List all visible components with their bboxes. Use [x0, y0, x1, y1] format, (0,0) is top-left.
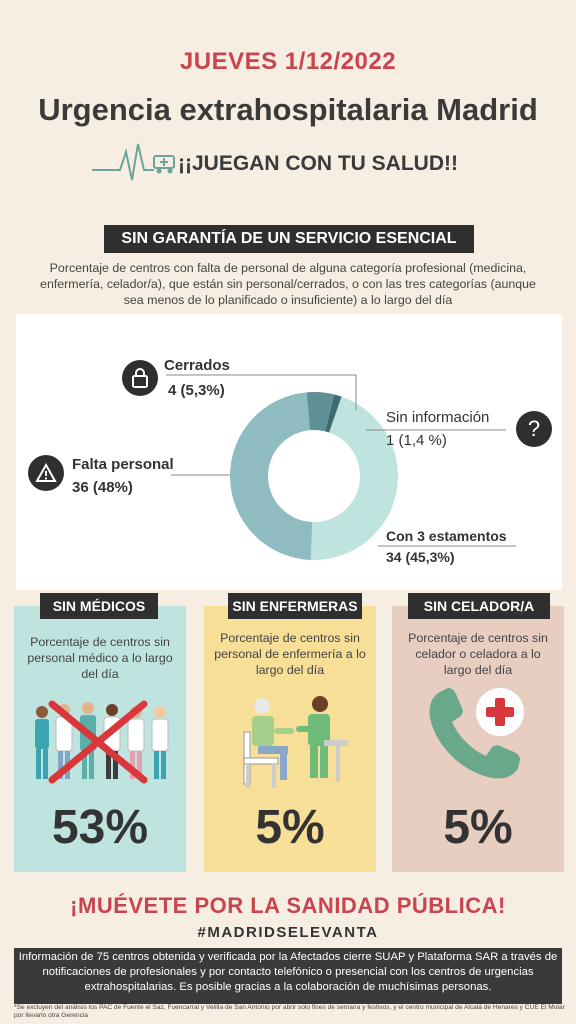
phone-medical-icon [429, 688, 524, 779]
hashtag: #MADRIDSELEVANTA [197, 924, 379, 941]
donut-chart [166, 374, 516, 560]
heartbeat-ambulance-icon [92, 143, 175, 181]
card-sin-enfermeras: Porcentaje de centros sin personal de en… [204, 606, 376, 872]
card-title-sin-celador: SIN CELADOR/A [408, 593, 550, 619]
donut-slice-cerrados [306, 392, 335, 432]
label-con-3-estamentos: Con 3 estamentos [386, 528, 507, 544]
question-icon: ? [516, 411, 552, 447]
leader-line-cerrados [166, 374, 357, 410]
card-description: Porcentaje de centros sin personal de en… [214, 631, 366, 677]
donut-slice-con-3-estamentos [310, 396, 398, 560]
value-cerrados: 4 (5,3%) [168, 382, 225, 399]
crossed-doctors-illustration [35, 700, 169, 784]
card-percent: 53% [51, 801, 149, 854]
section-description: Porcentaje de centros con falta de perso… [40, 261, 536, 307]
card-description: Porcentaje de centros sin personal médic… [27, 635, 173, 681]
card-sin-celador: Porcentaje de centros sin celador o cela… [392, 606, 564, 872]
nurse-patient-illustration [243, 696, 348, 788]
label-falta-personal: Falta personal [72, 456, 174, 473]
section-title: SIN GARANTÍA DE UN SERVICIO ESENCIAL [104, 225, 474, 253]
value-sin-informacion: 1 (1,4 %) [386, 432, 447, 449]
card-title-sin-medicos: SIN MÉDICOS [40, 593, 158, 619]
value-con-3-estamentos: 34 (45,3%) [386, 549, 455, 565]
value-falta-personal: 36 (48%) [72, 479, 133, 496]
chart-card: Cerrados 4 (5,3%) Falta personal 36 (48%… [16, 314, 562, 590]
date-heading: JUEVES 1/12/2022 [179, 48, 397, 75]
source-note: Información de 75 centros obtenida y ver… [14, 948, 562, 1004]
page-title: Urgencia extrahospitalaria Madrid [38, 92, 538, 127]
donut-slice-falta-personal [230, 392, 313, 560]
slogan: ¡¡JUEGAN CON TU SALUD!! [178, 152, 458, 175]
footnote: *Se excluyen del análisis los PAC de Fue… [14, 1004, 565, 1019]
card-sin-medicos: Porcentaje de centros sin personal médic… [14, 606, 186, 872]
warning-icon [28, 455, 64, 491]
label-cerrados: Cerrados [164, 357, 230, 374]
donut-slice-sin-información [325, 394, 342, 433]
lock-icon [122, 360, 158, 396]
card-percent: 5% [255, 801, 325, 854]
call-to-action: ¡MUÉVETE POR LA SANIDAD PÚBLICA! [70, 893, 506, 918]
card-percent: 5% [443, 801, 513, 854]
label-sin-informacion: Sin información [386, 409, 490, 426]
card-title-sin-enfermeras: SIN ENFERMERAS [228, 593, 362, 619]
card-description: Porcentaje de centros sin celador o cela… [408, 631, 548, 677]
